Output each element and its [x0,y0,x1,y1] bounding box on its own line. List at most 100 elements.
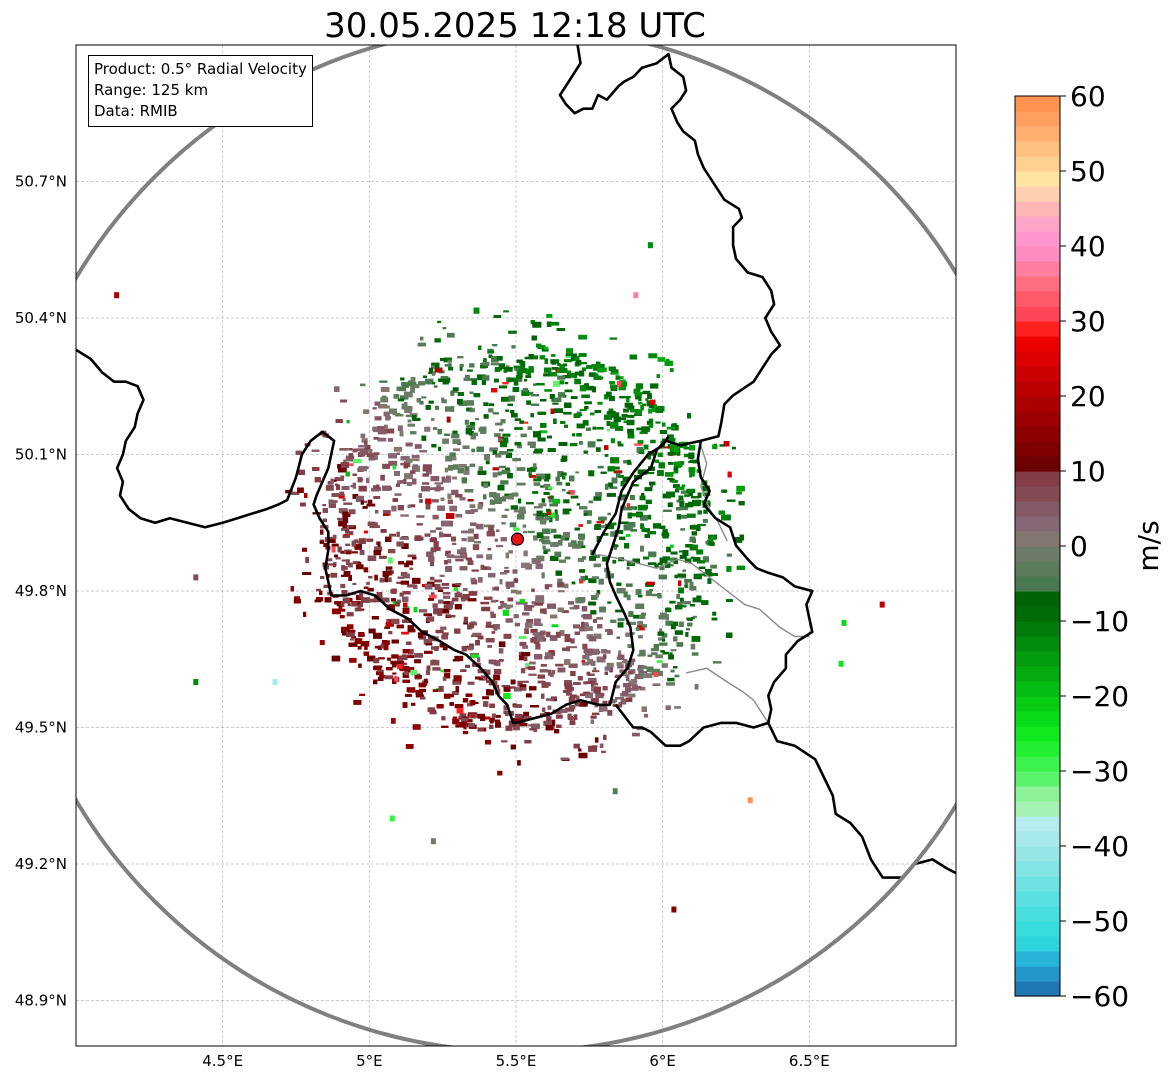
echo-cell [659,642,668,646]
echo-cell [316,597,323,602]
echo-cell [383,644,389,651]
echo-cell [515,601,525,605]
echo-cell [454,628,461,634]
echo-cell [624,543,630,549]
echo-cell [702,501,711,507]
echo-cell [322,518,327,522]
isolated-echo-cell [841,619,847,626]
echo-cell [534,602,543,606]
echo-cell [348,575,352,581]
echo-cell [452,542,457,545]
echo-cell [682,550,689,556]
echo-cell [468,528,473,533]
echo-cell [665,705,671,710]
echo-cell [657,593,662,596]
echo-cell [537,411,547,415]
echo-cell [474,541,481,544]
echo-cell [442,632,449,636]
echo-cell [606,421,611,426]
echo-cell [456,591,460,594]
colorbar-step [1015,186,1060,202]
echo-cell [581,606,588,612]
echo-cell [349,657,357,663]
echo-cell [484,454,490,461]
echo-cell [352,448,358,453]
echo-cell [386,405,390,409]
colorbar-tick-label: 10 [1070,455,1106,488]
echo-cell [536,635,544,642]
echo-cell [586,427,591,431]
echo-cell [423,375,427,378]
echo-cell [368,628,376,634]
echo-cell [464,419,469,425]
echo-cell [510,505,518,510]
echo-cell [357,477,363,483]
x-tick-label: 5.5°E [496,1052,537,1070]
echo-cell [675,605,683,610]
echo-cell [452,439,461,444]
echo-cell [610,619,617,623]
echo-cell [682,569,686,572]
echo-cell [498,451,508,455]
echo-cell [521,562,530,568]
echo-cell [676,499,684,503]
echo-cell [405,406,413,411]
echo-cell [520,687,527,691]
echo-cell [314,477,321,483]
echo-cell [691,652,699,656]
echo-cell [457,467,465,474]
echo-cell [391,505,397,512]
echo-cell [736,491,742,495]
echo-cell [407,625,414,631]
echo-cell [673,666,678,669]
echo-cell [680,514,688,519]
echo-cell [448,366,454,371]
echo-cell [402,702,408,708]
echo-cell [690,556,695,559]
echo-cell [492,472,498,478]
echo-cell [617,441,622,445]
echo-cell [452,430,458,436]
colorbar-step [1015,876,1060,892]
echo-cell [478,345,482,350]
echo-cell [397,398,405,402]
echo-cell [610,531,619,537]
echo-cell [405,442,413,447]
echo-cell [510,744,516,750]
echo-cell [332,608,341,615]
echo-cell [647,654,653,657]
echo-cell [650,439,656,444]
echo-cell [544,584,549,590]
echo-cell [632,732,640,737]
echo-cell [648,404,654,408]
echo-cell [494,498,502,504]
echo-cell [364,440,368,447]
echo-cell [642,390,651,394]
echo-cell [564,381,569,385]
colorbar-step [1015,396,1060,412]
echo-cell [537,515,543,521]
echo-cell [436,688,441,691]
echo-cell [440,669,445,673]
echo-cell [382,571,389,577]
echo-cell [550,673,554,677]
echo-cell [577,676,583,681]
echo-cell [649,383,659,389]
echo-cell [648,423,654,428]
echo-cell [486,680,490,683]
echo-cell [492,467,499,471]
echo-cell [373,550,381,556]
echo-cell [674,574,679,579]
echo-cell [377,645,382,650]
echo-cell [584,406,589,410]
echo-cell [598,578,604,585]
echo-cell [610,423,615,429]
colorbar-step [1015,426,1060,442]
echo-cell [726,599,733,602]
echo-cell [400,666,410,672]
echo-cell [488,354,493,358]
echo-cell [544,516,551,521]
colorbar-step [1015,666,1060,682]
echo-cell [425,378,434,385]
echo-cell [566,692,572,696]
